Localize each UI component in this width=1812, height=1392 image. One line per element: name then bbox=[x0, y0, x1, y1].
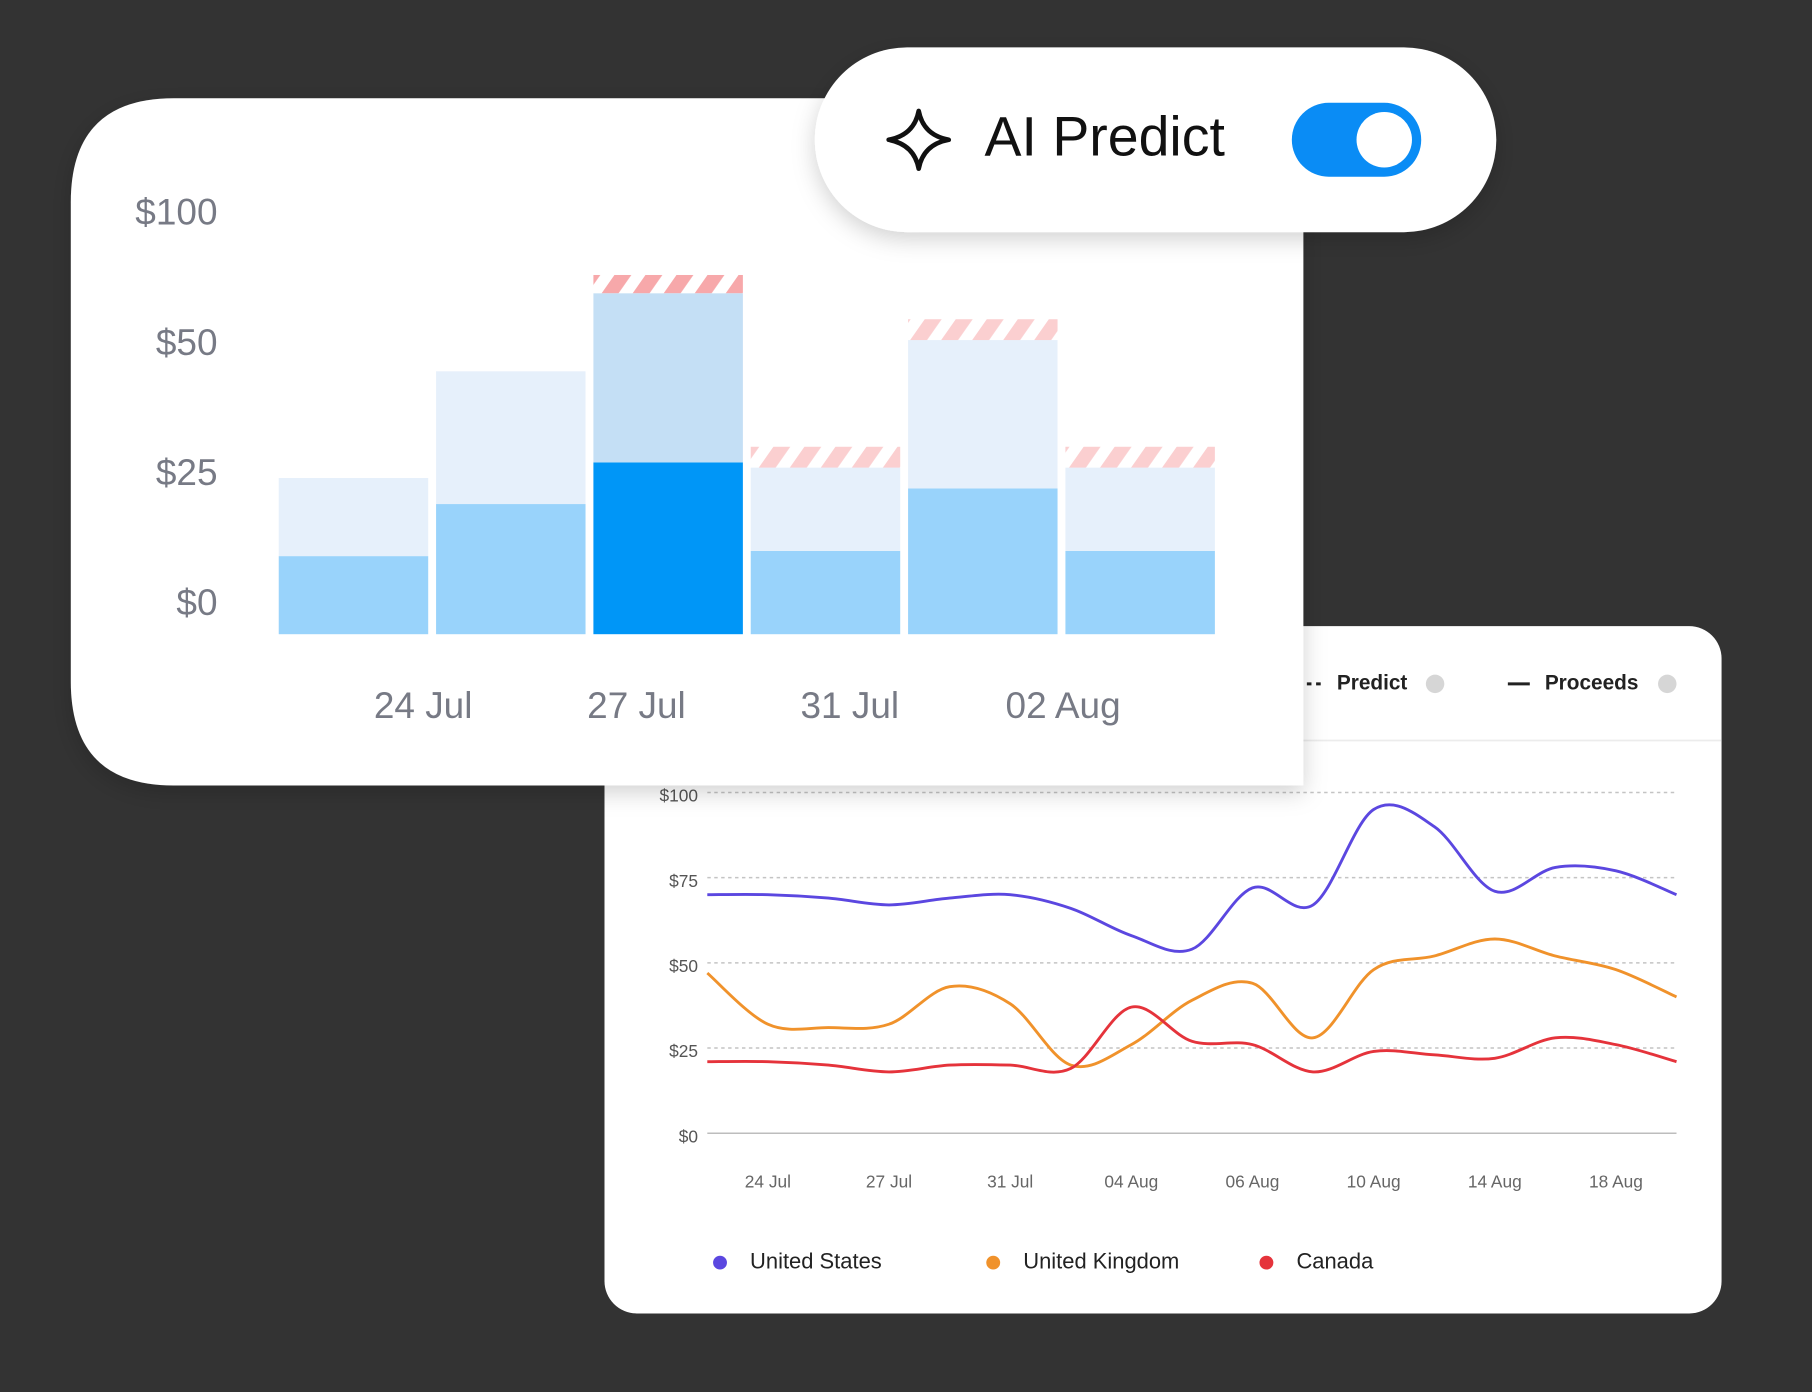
bar-segment bbox=[750, 467, 901, 551]
legend-label: Predict bbox=[1337, 671, 1408, 694]
x-tick-label: 27 Jul bbox=[866, 1171, 912, 1191]
sparkle-icon bbox=[886, 108, 952, 171]
predict-segment bbox=[593, 274, 743, 294]
x-tick-label: 06 Aug bbox=[1226, 1171, 1280, 1191]
legend-marker bbox=[1259, 1255, 1274, 1270]
info-icon[interactable] bbox=[1658, 674, 1677, 694]
x-tick-label: 10 Aug bbox=[1347, 1171, 1401, 1191]
predict-segment bbox=[908, 319, 1058, 341]
y-tick-label: $50 bbox=[156, 322, 218, 363]
predict-segment bbox=[1065, 446, 1215, 468]
card bbox=[604, 626, 1722, 1314]
legend-marker bbox=[986, 1255, 1001, 1270]
y-tick-label: $100 bbox=[660, 786, 699, 806]
legend-label: United Kingdom bbox=[1023, 1248, 1179, 1273]
bar-segment bbox=[593, 462, 743, 635]
legend-marker bbox=[713, 1255, 727, 1270]
y-tick-label: $25 bbox=[669, 1041, 698, 1061]
y-tick-label: $100 bbox=[135, 192, 217, 233]
toggle-knob bbox=[1356, 112, 1412, 168]
series-line bbox=[707, 1005, 1677, 1074]
bar-segment bbox=[436, 371, 586, 505]
ai-predict-pill: AI Predict bbox=[814, 47, 1497, 233]
series-line bbox=[706, 937, 1678, 1068]
x-tick-label: 27 Jul bbox=[587, 685, 686, 726]
x-tick-label: 14 Aug bbox=[1468, 1171, 1522, 1191]
toggle-switch[interactable] bbox=[1291, 102, 1422, 177]
bar-segment bbox=[908, 340, 1058, 489]
y-tick-label: $0 bbox=[176, 582, 217, 623]
x-tick-label: 31 Jul bbox=[987, 1171, 1033, 1191]
x-tick-label: 24 Jul bbox=[374, 685, 473, 726]
pill bbox=[814, 47, 1497, 233]
legend-label: United States bbox=[750, 1248, 882, 1273]
legend-label: Proceeds bbox=[1545, 671, 1639, 694]
toggle-label: AI Predict bbox=[985, 106, 1225, 168]
series-line bbox=[707, 803, 1678, 953]
x-tick-label: 04 Aug bbox=[1104, 1171, 1158, 1191]
bar-segment bbox=[750, 550, 901, 635]
bar-segment bbox=[593, 293, 743, 463]
y-tick-label: $50 bbox=[669, 956, 698, 976]
bar-segment bbox=[436, 504, 586, 635]
y-tick-label: $25 bbox=[156, 452, 218, 493]
x-tick-label: 18 Aug bbox=[1589, 1171, 1643, 1191]
y-tick-label: $75 bbox=[669, 871, 698, 891]
y-tick-label: $0 bbox=[679, 1126, 698, 1146]
bar-card: $0 $25 $50 $100 24 Jul 27 Jul 31 Jul 02 Aug bbox=[70, 98, 1304, 786]
bar-segment bbox=[278, 478, 429, 557]
bar-segment bbox=[278, 556, 429, 635]
x-tick-label: 31 Jul bbox=[800, 685, 899, 726]
x-tick-label: 02 Aug bbox=[1006, 685, 1121, 726]
legend-label: Canada bbox=[1296, 1248, 1374, 1273]
predict-segment bbox=[750, 446, 901, 468]
bar-segment bbox=[908, 488, 1058, 635]
bar-segment bbox=[1065, 550, 1215, 635]
bar-segment bbox=[1065, 467, 1215, 551]
info-icon[interactable] bbox=[1425, 674, 1445, 694]
x-tick-label: 24 Jul bbox=[745, 1171, 791, 1191]
